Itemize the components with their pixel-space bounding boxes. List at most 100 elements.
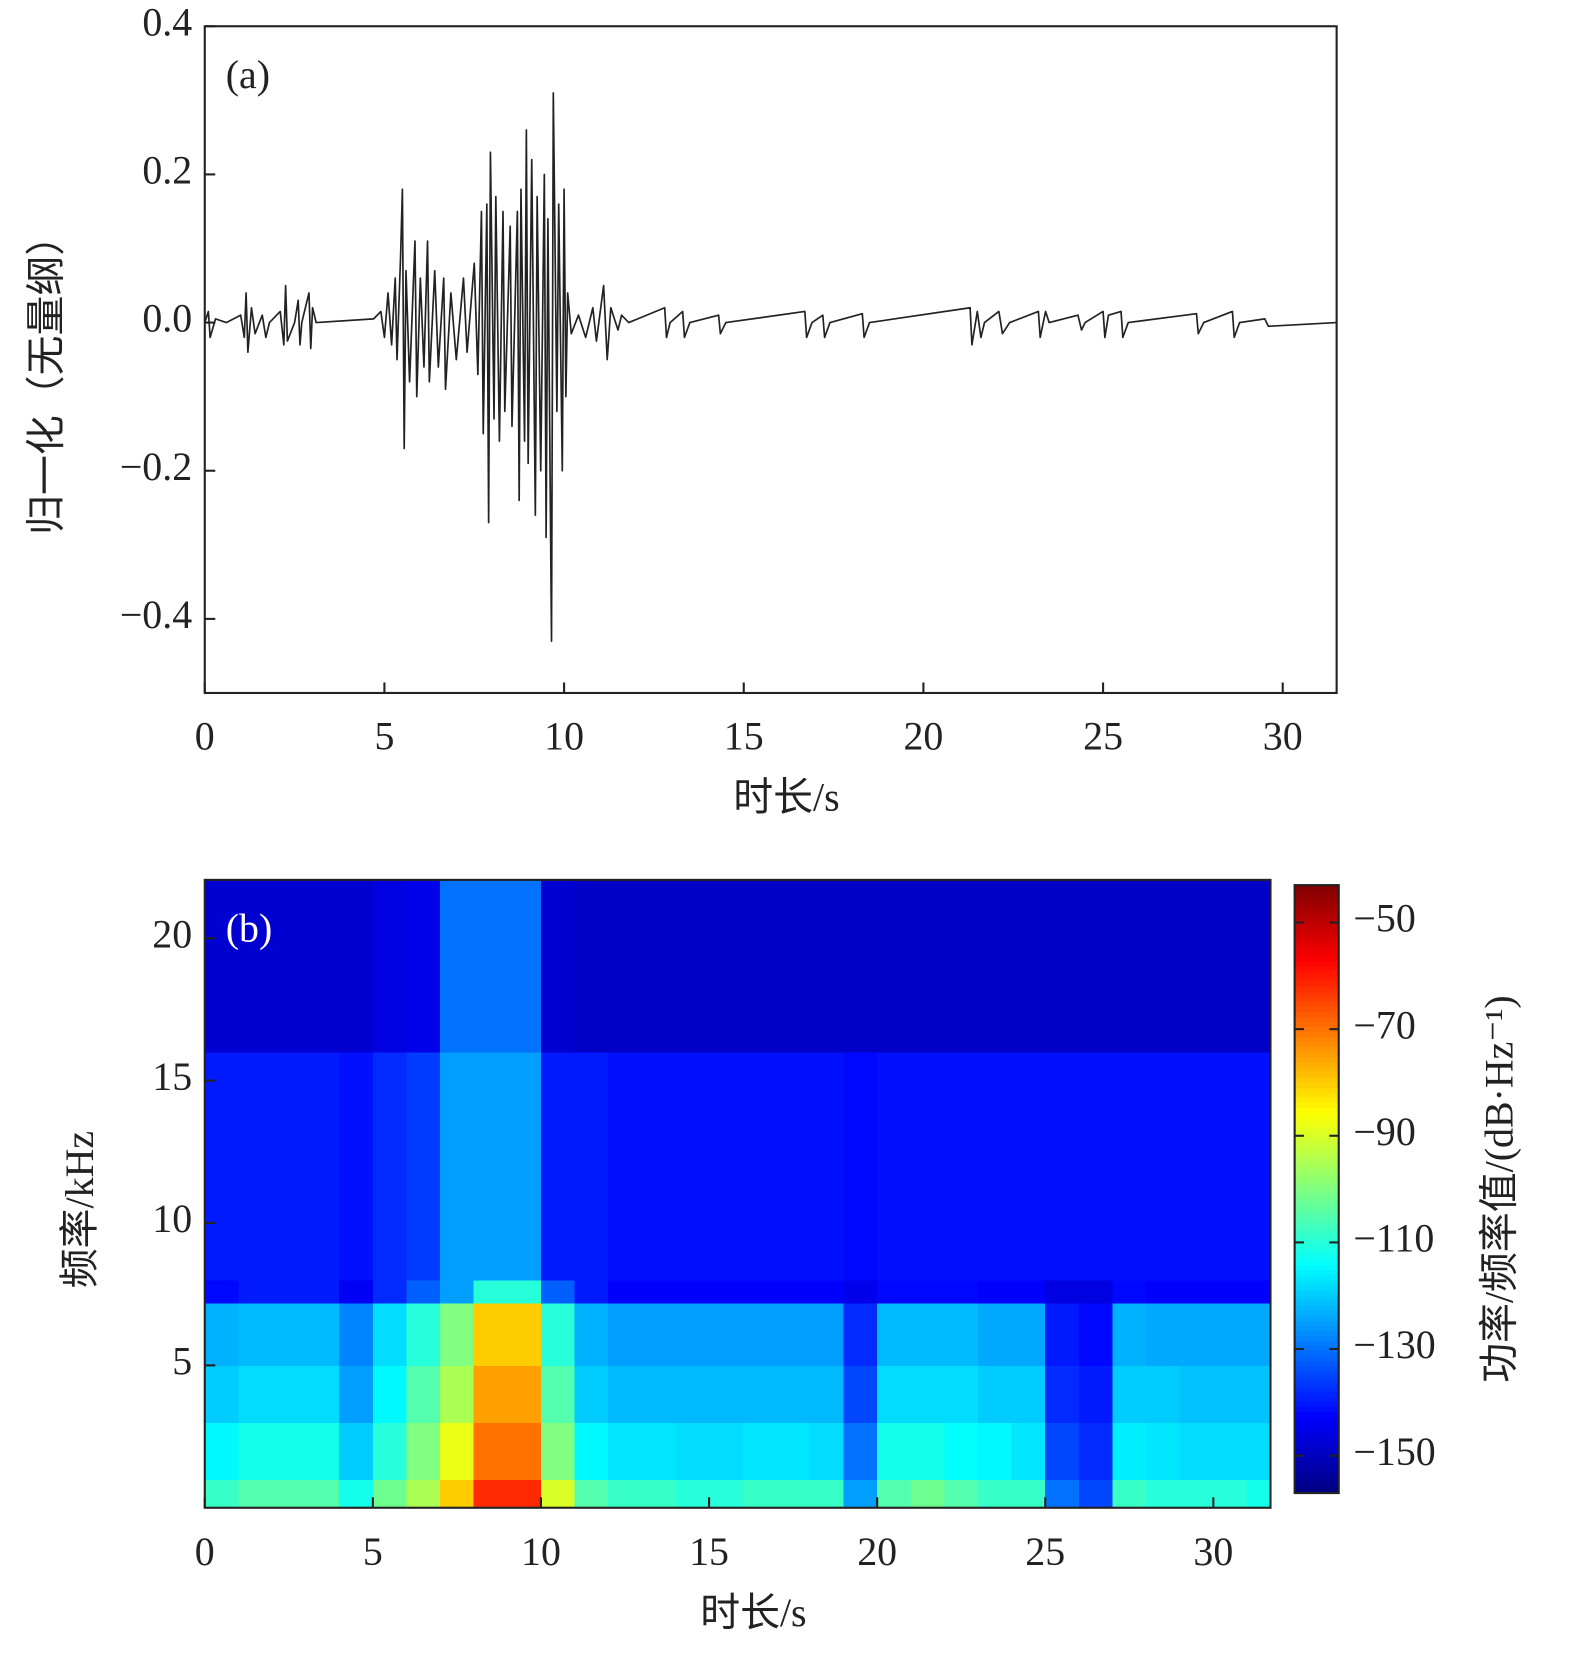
colorbar-step xyxy=(1294,1487,1339,1494)
heat-cell xyxy=(574,879,609,1053)
colorbar-step xyxy=(1294,1163,1339,1170)
colorbar-step xyxy=(1294,1194,1339,1200)
heat-cell xyxy=(372,879,408,1053)
heat-cell xyxy=(440,1479,475,1509)
heat-cell xyxy=(1078,1422,1114,1480)
heat-cell xyxy=(843,1422,878,1480)
heat-cell xyxy=(372,1479,408,1509)
heat-cell xyxy=(1146,1052,1181,1281)
heat-cell xyxy=(1179,1302,1214,1366)
colorbar-step xyxy=(1294,1371,1339,1378)
heat-cell xyxy=(877,1302,912,1366)
heat-cell xyxy=(540,1365,576,1423)
colorbar-step xyxy=(1294,1042,1339,1048)
heat-cell xyxy=(238,879,273,1053)
colorbar-step xyxy=(1294,1214,1339,1221)
panel-label: (b) xyxy=(226,906,273,951)
heat-cell xyxy=(877,1365,912,1423)
heat-cell xyxy=(272,1422,307,1480)
colorbar-step xyxy=(1294,981,1339,988)
colorbar-step xyxy=(1294,1113,1339,1119)
heat-cell xyxy=(809,1052,845,1281)
colorbar-step xyxy=(1294,1168,1339,1175)
heat-cell xyxy=(944,1365,979,1423)
colorbar-step xyxy=(1294,1472,1339,1479)
colorbar-step xyxy=(1294,1153,1339,1160)
heat-cell xyxy=(978,879,1013,1053)
colorbar-step xyxy=(1294,1143,1339,1150)
colorbar-step xyxy=(1294,1148,1339,1155)
heat-cell xyxy=(742,1302,777,1366)
heat-cell xyxy=(709,1422,744,1480)
heat-cell xyxy=(1011,1052,1046,1281)
colorbar-step xyxy=(1294,1411,1339,1418)
heat-cell xyxy=(608,1365,643,1423)
colorbar-step xyxy=(1294,1219,1339,1226)
heat-cell xyxy=(843,1302,878,1366)
heat-cell xyxy=(1146,1365,1181,1423)
colorbar-step xyxy=(1294,1189,1339,1195)
heat-cell xyxy=(843,1365,878,1423)
y-tick-label: −0.4 xyxy=(120,592,192,637)
colorbar-step xyxy=(1294,991,1339,998)
heat-cell xyxy=(440,1422,475,1480)
heat-cell xyxy=(473,1302,508,1366)
colorbar-step xyxy=(1294,1097,1339,1104)
colorbar-step xyxy=(1294,1295,1339,1302)
heat-cell xyxy=(1078,1279,1114,1304)
colorbar-step xyxy=(1294,1427,1339,1433)
heat-cell xyxy=(440,1365,475,1423)
colorbar-step xyxy=(1294,956,1339,962)
colorbar-step xyxy=(1294,1184,1339,1190)
colorbar-step xyxy=(1294,1462,1339,1469)
heat-cell xyxy=(877,1052,912,1281)
colorbar-step xyxy=(1294,986,1339,993)
heat-cell xyxy=(272,1302,307,1366)
colorbar-step xyxy=(1294,1032,1339,1038)
heat-cell xyxy=(406,1052,441,1281)
heat-cell xyxy=(978,1422,1013,1480)
colorbar-step xyxy=(1294,1432,1339,1438)
heat-cell xyxy=(305,1479,340,1509)
heat-cell xyxy=(709,1279,744,1304)
heat-cell xyxy=(540,1302,576,1366)
colorbar-step xyxy=(1294,1442,1339,1449)
heat-cell xyxy=(305,1365,340,1423)
colorbar-step xyxy=(1294,1133,1339,1140)
heat-cell xyxy=(944,1302,979,1366)
heat-cell xyxy=(1045,1279,1080,1304)
heat-cell xyxy=(272,879,307,1053)
heat-cell xyxy=(406,1479,441,1509)
colorbar-tick-label: −130 xyxy=(1353,1322,1435,1367)
heat-cell xyxy=(406,1422,441,1480)
heat-cell xyxy=(742,1052,777,1281)
colorbar-step xyxy=(1294,1244,1339,1251)
colorbar-step xyxy=(1294,1285,1339,1292)
heat-cell xyxy=(910,1052,945,1281)
heat-cell xyxy=(372,1052,408,1281)
x-axis-title: 时长/s xyxy=(733,774,839,819)
colorbar-step xyxy=(1294,1457,1339,1464)
colorbar-step xyxy=(1294,1300,1339,1307)
heat-cell xyxy=(574,1479,609,1509)
heat-cell xyxy=(742,879,777,1053)
heat-cell xyxy=(641,1302,676,1366)
heat-cell xyxy=(1246,1479,1272,1509)
heat-cell xyxy=(372,1365,408,1423)
heat-cell xyxy=(574,1422,609,1480)
heat-cell xyxy=(272,1365,307,1423)
heat-cell xyxy=(1078,1479,1114,1509)
x-tick-label: 10 xyxy=(521,1529,561,1574)
heat-cell xyxy=(1146,1279,1181,1304)
colorbar-step xyxy=(1294,1310,1339,1317)
heat-cell xyxy=(944,1422,979,1480)
colorbar-step xyxy=(1294,905,1339,912)
heat-cell xyxy=(641,1479,676,1509)
colorbar-step xyxy=(1294,1158,1339,1165)
heat-cell xyxy=(540,1279,576,1304)
heat-cell xyxy=(540,879,576,1053)
heat-cell xyxy=(339,1422,374,1480)
heat-cell xyxy=(339,1302,374,1366)
heat-cell xyxy=(675,1479,710,1509)
